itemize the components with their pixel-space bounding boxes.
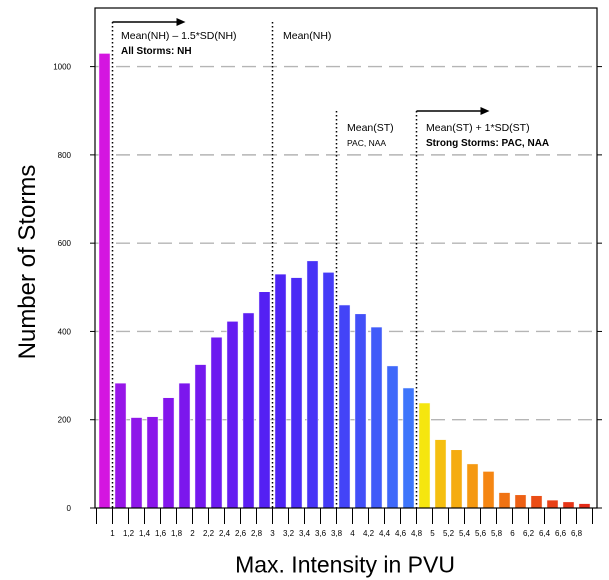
x-tick-label: 6,6 [555,529,567,538]
annotation-mean-nh-text: Mean(NH) [283,30,332,42]
bar [290,277,303,509]
annotation-strong-storms: Strong Storms: PAC, NAA [426,138,550,149]
annotation-pac-naa: PAC, NAA [347,138,387,148]
bar [306,260,319,509]
x-tick-label: 2 [190,529,195,538]
x-tick-label: 2,8 [251,529,263,538]
bar [178,382,191,509]
bar [402,387,415,509]
bar [338,304,351,509]
x-tick-label: 5,8 [491,529,503,538]
x-tick-label: 2,6 [235,529,247,538]
bar [322,271,335,509]
x-tick-label: 4,2 [363,529,375,538]
plot-frame [94,7,598,509]
y-tick-label: 400 [58,327,72,336]
x-tick-label: 5,4 [459,529,471,538]
y-tick-label: 200 [58,416,72,425]
annotation-mean-st-plus-sd-text: Mean(ST) + 1*SD(ST) [426,122,530,134]
x-axis-title: Max. Intensity in PVU [235,551,455,578]
x-tick-label: 2,4 [219,529,231,538]
bar [450,449,463,509]
annotation-mean-nh: Mean(NH) [283,30,331,42]
bar [434,439,447,509]
bar [258,291,271,509]
bar [482,471,495,509]
bar [514,494,527,509]
bar [130,417,143,509]
arrow [416,107,490,115]
annotation-mean-st-plus-sd: Mean(ST) + 1*SD(ST) Strong Storms: PAC, … [426,122,549,149]
annotation-all-storms-nh: All Storms: NH [121,46,192,57]
x-tick-label: 3,8 [331,529,343,538]
arrow [112,18,186,26]
x-tick-label: 4,6 [395,529,407,538]
x-tick-label: 3,6 [315,529,327,538]
x-tick-label: 4,4 [379,529,391,538]
annotation-mean-st-text: Mean(ST) [347,122,394,134]
x-tick-label: 5,6 [475,529,487,538]
annotation-mean-nh-minus-sd: Mean(NH) – 1.5*SD(NH) All Storms: NH [121,30,237,57]
x-tick-label: 3 [270,529,275,538]
x-tick-label: 4,8 [411,529,423,538]
bar [210,336,223,509]
bar [546,499,559,509]
annotation-mean-nh-minus-sd-text: Mean(NH) – 1.5*SD(NH) [121,30,237,42]
x-tick-label: 1,2 [123,529,135,538]
y-tick-label: 800 [58,151,72,160]
annotation-mean-st: Mean(ST) PAC, NAA [347,122,394,148]
x-tick-label: 1,4 [139,529,151,538]
bar [226,320,239,509]
y-tick-label: 600 [58,239,72,248]
x-tick-label: 6,2 [523,529,535,538]
bar [498,492,511,509]
bar [194,364,207,509]
bar [354,313,367,509]
frame-border [94,7,598,509]
bar [162,397,175,509]
x-tick-label: 6 [510,529,515,538]
bar [466,463,479,509]
bar [98,53,111,509]
x-tick-label: 1,8 [171,529,183,538]
y-tick-label: 0 [67,504,72,513]
bar [242,312,255,509]
x-tick-label: 5 [430,529,435,538]
x-tick-label: 1 [110,529,115,538]
x-tick-label: 4 [350,529,355,538]
x-tick-label: 6,4 [539,529,551,538]
bar [370,326,383,509]
arrows [112,18,490,115]
vertical-marker-lines [111,22,418,508]
y-axis-title: Number of Storms [14,164,41,360]
bar [530,495,543,509]
x-tick-label: 6,8 [571,529,583,538]
bar [562,501,575,509]
bar [418,402,431,509]
y-tick-label: 1000 [53,63,71,72]
x-tick-label: 2,2 [203,529,215,538]
x-tick-label: 5,2 [443,529,455,538]
ticks: 0 200 400 600 800 1000 1 1,2 1,4 1,6 1,8 2 2,2 2,4 2,6… [53,63,602,538]
bar [578,503,591,509]
x-tick-label: 3,4 [299,529,311,538]
bar [146,416,159,509]
bar [274,273,287,509]
x-tick-label: 1,6 [155,529,167,538]
bar [114,382,127,509]
x-tick-label: 3,2 [283,529,295,538]
bar [386,365,399,509]
